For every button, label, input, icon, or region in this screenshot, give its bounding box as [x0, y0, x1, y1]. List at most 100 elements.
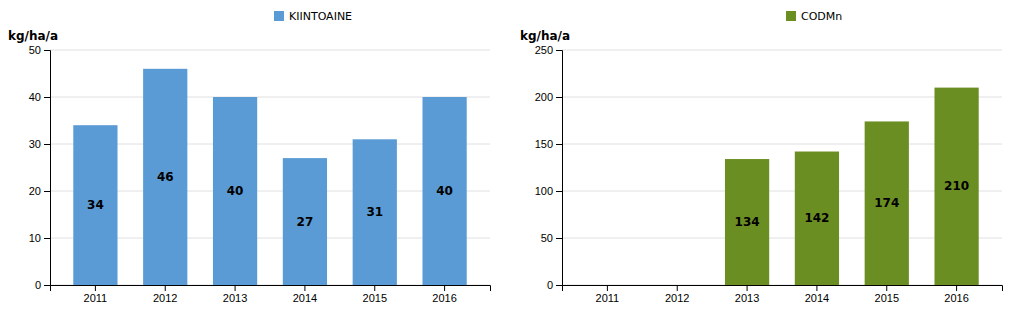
x-tick-mark [444, 285, 445, 291]
y-tick-label: 150 [535, 138, 553, 150]
legend-item: KIINTOAINE [274, 10, 352, 23]
x-axis-line [563, 286, 1003, 292]
data-label: 31 [366, 205, 383, 219]
x-tick-mark [677, 285, 678, 291]
data-labels: 34 46 40 27 31 40 [87, 170, 453, 229]
x-tick: 2014 [805, 285, 829, 304]
bar [353, 139, 397, 285]
x-tick-label: 2016 [432, 292, 456, 304]
bar [283, 158, 327, 285]
legend: KIINTOAINE [274, 10, 352, 23]
data-label: 27 [297, 215, 314, 229]
y-tick: 10 [29, 232, 50, 244]
x-tick-label: 2014 [293, 292, 317, 304]
data-label: 174 [874, 196, 899, 210]
x-tick: 2013 [735, 285, 759, 304]
x-tick-label: 2012 [153, 292, 177, 304]
y-tick: 100 [535, 185, 562, 197]
x-tick-label: 2014 [805, 292, 829, 304]
x-tick: 2011 [84, 285, 108, 304]
x-axis-line [51, 286, 491, 292]
x-tick-mark [886, 285, 887, 291]
legend-label: CODMn [801, 10, 842, 23]
y-tick-mark [556, 144, 562, 145]
y-tick-label: 0 [35, 279, 41, 291]
x-tick: 2012 [665, 285, 689, 304]
y-tick-label: 250 [535, 44, 553, 56]
y-axis: 0 50 100 150 200 250 [535, 44, 563, 291]
y-tick-mark [44, 191, 50, 192]
bars [725, 88, 979, 285]
x-tick-mark [747, 285, 748, 291]
x-tick-label: 2013 [223, 292, 247, 304]
bar [934, 88, 978, 285]
y-axis-line [556, 51, 563, 286]
bar [422, 97, 466, 285]
panel: 0 50 100 150 200 250 2011 2012 2013 2014 2015 2016 1… [520, 10, 1003, 304]
bar [213, 97, 257, 285]
x-tick-mark [956, 285, 957, 291]
x-tick-label: 2011 [84, 292, 108, 304]
x-tick: 2015 [875, 285, 899, 304]
y-tick-label: 50 [541, 232, 553, 244]
data-label: 134 [735, 215, 760, 229]
y-axis-line [44, 51, 51, 286]
x-tick: 2015 [363, 285, 387, 304]
x-tick-label: 2011 [596, 292, 620, 304]
y-tick-mark [44, 238, 50, 239]
y-tick-mark [556, 285, 562, 286]
grid [50, 50, 490, 285]
x-tick-label: 2015 [363, 292, 387, 304]
x-tick: 2014 [293, 285, 317, 304]
data-label: 40 [227, 184, 244, 198]
x-tick-mark [607, 285, 608, 291]
grid [562, 50, 1002, 285]
x-tick: 2013 [223, 285, 247, 304]
grid-line [562, 50, 1002, 51]
y-tick-mark [44, 144, 50, 145]
x-tick-mark [304, 285, 305, 291]
x-tick-mark [95, 285, 96, 291]
x-tick-label: 2015 [875, 292, 899, 304]
y-tick-label: 200 [535, 91, 553, 103]
y-tick: 30 [29, 138, 50, 150]
data-label: 40 [436, 184, 453, 198]
legend: CODMn [786, 10, 842, 23]
x-tick-mark [816, 285, 817, 291]
bars [73, 69, 466, 285]
y-axis-title: kg/ha/a [8, 29, 58, 43]
y-tick-mark [44, 97, 50, 98]
x-tick-mark [165, 285, 166, 291]
x-tick: 2012 [153, 285, 177, 304]
y-tick-label: 50 [29, 44, 41, 56]
y-tick-mark [556, 238, 562, 239]
y-tick: 20 [29, 185, 50, 197]
legend-label: KIINTOAINE [289, 10, 352, 23]
bar [725, 159, 769, 285]
y-tick-mark [44, 285, 50, 286]
grid-line [50, 50, 490, 51]
x-tick-label: 2016 [944, 292, 968, 304]
y-tick: 0 [35, 279, 50, 291]
y-tick-label: 40 [29, 91, 41, 103]
y-tick-mark [556, 50, 562, 51]
data-label: 34 [87, 198, 104, 212]
y-tick-label: 30 [29, 138, 41, 150]
y-tick-label: 0 [547, 279, 553, 291]
y-tick: 200 [535, 91, 562, 103]
x-tick: 2016 [944, 285, 968, 304]
legend-item: CODMn [786, 10, 842, 23]
x-tick: 2016 [432, 285, 456, 304]
bar [865, 121, 909, 285]
data-label: 46 [157, 170, 174, 184]
y-tick-label: 10 [29, 232, 41, 244]
y-axis: 0 10 20 30 40 50 [29, 44, 51, 291]
x-axis: 2011 2012 2013 2014 2015 2016 [51, 285, 491, 304]
x-tick-label: 2013 [735, 292, 759, 304]
y-tick: 0 [547, 279, 562, 291]
y-tick-mark [556, 97, 562, 98]
y-tick: 50 [29, 44, 50, 56]
y-tick-label: 20 [29, 185, 41, 197]
y-tick-label: 100 [535, 185, 553, 197]
x-tick-mark [235, 285, 236, 291]
